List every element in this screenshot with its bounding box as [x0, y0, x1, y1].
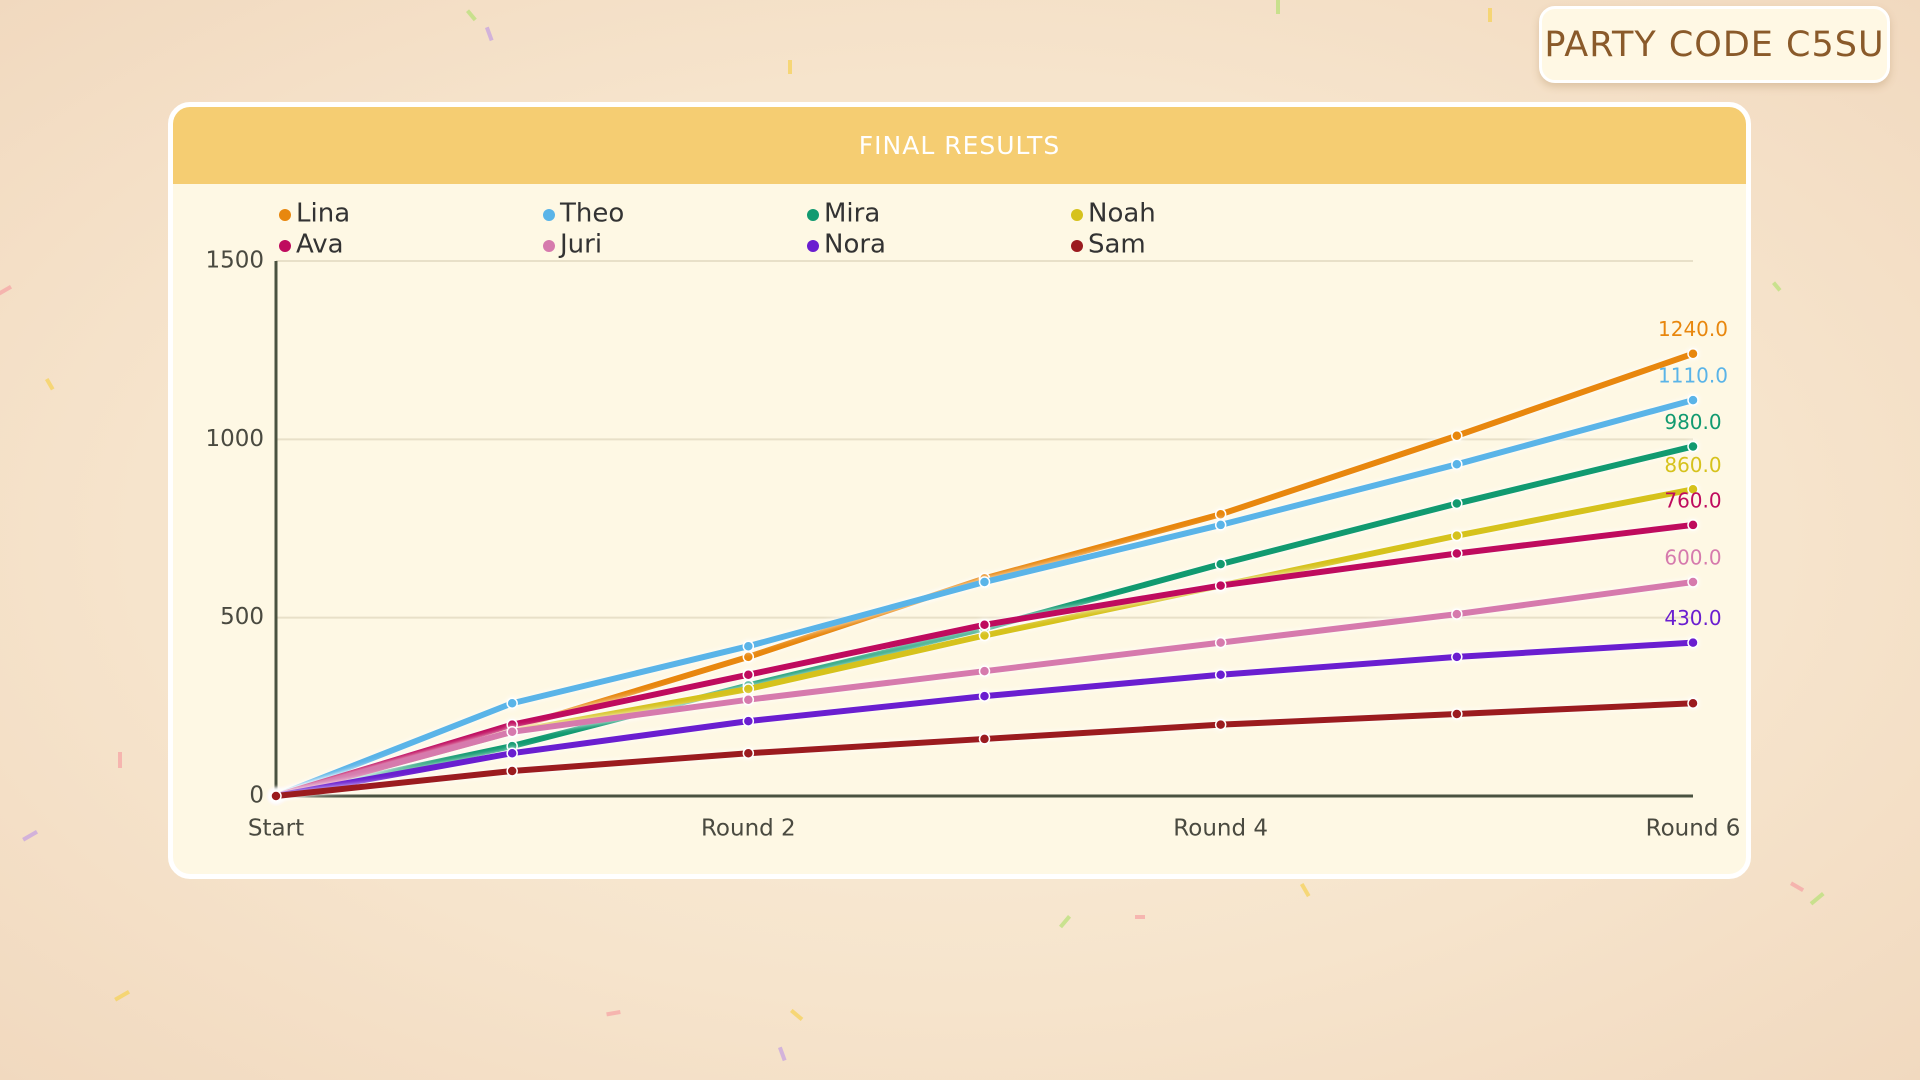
data-point	[1451, 651, 1463, 663]
data-point	[1687, 394, 1699, 406]
legend-swatch	[543, 240, 555, 252]
x-tick-label: Round 4	[1173, 816, 1268, 842]
value-label: 860.0	[1664, 453, 1721, 477]
data-point	[1451, 529, 1463, 542]
value-label: 980.0	[1664, 410, 1721, 434]
data-point	[270, 790, 282, 802]
data-point	[1687, 440, 1699, 453]
value-label: 600.0	[1664, 546, 1721, 570]
data-point	[1214, 718, 1227, 731]
legend-label: Juri	[558, 230, 602, 260]
data-point	[978, 733, 991, 745]
data-point	[742, 668, 755, 681]
data-point	[1214, 579, 1227, 592]
legend-swatch	[807, 209, 819, 221]
legend-label: Theo	[559, 199, 624, 229]
y-tick-label: 500	[220, 604, 264, 630]
y-tick-label: 1000	[205, 426, 264, 452]
data-point	[1214, 668, 1227, 681]
legend-swatch	[543, 209, 555, 221]
data-point	[978, 690, 991, 702]
data-point	[506, 726, 518, 738]
data-point	[1687, 483, 1699, 496]
series	[270, 576, 1699, 802]
data-point	[1687, 576, 1699, 588]
legend-label: Noah	[1088, 199, 1156, 229]
data-point	[506, 697, 518, 710]
legend-label: Mira	[824, 199, 880, 229]
legend-swatch	[279, 209, 291, 221]
value-label: 1110.0	[1658, 364, 1728, 388]
x-tick-label: Round 6	[1646, 816, 1741, 842]
data-point	[1214, 558, 1227, 570]
data-point	[742, 693, 755, 706]
series-line	[275, 579, 1694, 799]
data-point	[1451, 458, 1463, 471]
legend-label: Ava	[296, 230, 344, 260]
y-tick-label: 1500	[205, 248, 264, 274]
data-point	[978, 665, 991, 677]
data-point	[742, 715, 755, 727]
data-point	[1451, 608, 1463, 620]
chart-title: FINAL RESULTS	[173, 107, 1746, 184]
data-point	[1214, 508, 1227, 520]
data-point	[978, 629, 991, 642]
value-label: 430.0	[1664, 606, 1721, 630]
data-point	[506, 747, 518, 759]
results-card: FINAL RESULTS 0 500 1000 1500 Start Round 2 Ro…	[168, 102, 1751, 879]
data-point	[1214, 519, 1227, 531]
data-point	[506, 765, 518, 777]
data-point	[742, 640, 755, 652]
series	[270, 697, 1699, 802]
data-point	[1214, 636, 1227, 649]
data-point	[1451, 547, 1463, 560]
legend-label: Lina	[296, 199, 350, 229]
data-point	[1687, 697, 1699, 710]
legend-swatch	[279, 240, 291, 252]
data-point	[1687, 636, 1699, 649]
x-tick-label: Start	[248, 816, 304, 842]
data-point	[742, 651, 755, 663]
data-point	[1687, 347, 1699, 360]
legend-swatch	[1071, 209, 1083, 221]
series	[270, 394, 1699, 802]
x-tick-label: Round 2	[701, 816, 796, 842]
data-point	[1451, 708, 1463, 720]
data-point	[742, 683, 755, 695]
legend-swatch	[807, 240, 819, 252]
value-label: 760.0	[1664, 488, 1721, 512]
legend-swatch	[1071, 240, 1083, 252]
legend-label: Sam	[1088, 230, 1146, 260]
data-point	[1687, 519, 1699, 531]
y-tick-label: 0	[249, 783, 264, 809]
chart: 0 500 1000 1500 Start Round 2 Round 4 Round 6 Li…	[205, 199, 1741, 842]
data-point	[1451, 497, 1463, 510]
data-point	[978, 576, 991, 588]
legend-label: Nora	[824, 230, 886, 260]
data-point	[1451, 430, 1463, 442]
value-label: 1240.0	[1658, 317, 1728, 341]
data-point	[742, 747, 755, 759]
party-code: PARTY CODE C5SU	[1539, 6, 1890, 83]
data-point	[978, 619, 991, 631]
